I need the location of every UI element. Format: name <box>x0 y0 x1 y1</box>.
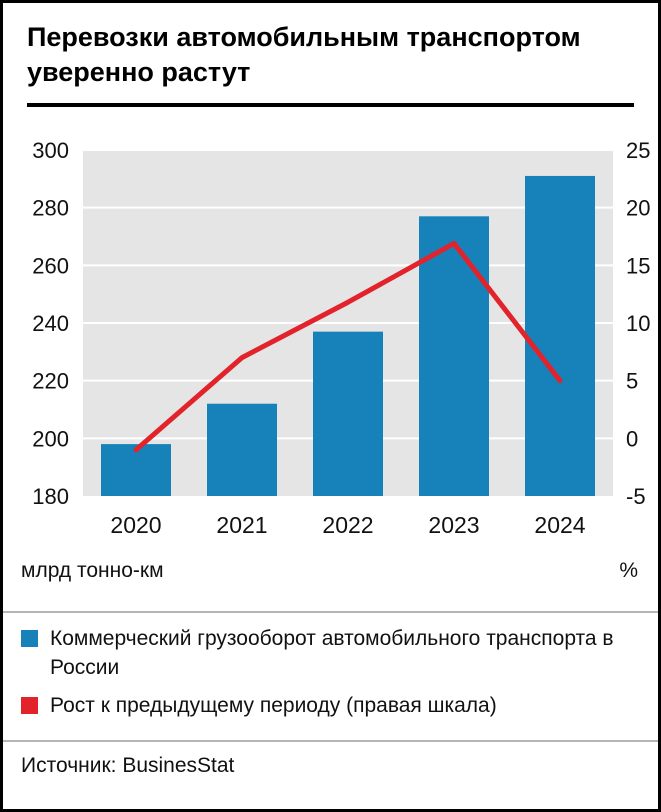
axis-units-row: млрд тонно-км % <box>3 559 658 583</box>
bar-series-swatch <box>21 630 38 648</box>
left-tick-label: 200 <box>32 427 69 452</box>
left-tick-label: 260 <box>32 254 69 279</box>
title-rule <box>27 103 634 108</box>
line-series-swatch <box>21 696 38 714</box>
left-axis-unit: млрд тонно-км <box>21 559 164 583</box>
left-tick-label: 180 <box>32 484 69 509</box>
right-tick-label: 20 <box>626 196 650 221</box>
source-divider <box>3 740 658 743</box>
bar <box>419 216 489 497</box>
right-tick-label: 10 <box>626 311 650 336</box>
bar-series-label: Коммерческий грузооборот автомобильного … <box>50 627 614 679</box>
right-tick-label: 25 <box>626 138 650 163</box>
right-tick-label: 0 <box>626 427 638 452</box>
x-tick-label: 2023 <box>428 512 479 538</box>
legend-item-line: Рост к предыдущему периоду (правая шкала… <box>21 692 640 720</box>
right-tick-label: 5 <box>626 369 638 394</box>
left-tick-label: 240 <box>32 311 69 336</box>
page-title: Перевозки автомобильным транспортом увер… <box>27 22 581 88</box>
bar <box>207 403 277 497</box>
right-tick-label: -5 <box>626 484 646 509</box>
x-tick-label: 2024 <box>534 512 585 538</box>
legend-item-bars: Коммерческий грузооборот автомобильного … <box>21 625 640 682</box>
chart-area: 180 200 220 240 260 280 300 -5 0 5 10 15 20 25 2020 202… <box>3 123 658 553</box>
left-tick-label: 220 <box>32 369 69 394</box>
x-tick-label: 2021 <box>216 512 267 538</box>
header: Перевозки автомобильным транспортом увер… <box>3 3 658 108</box>
bar <box>313 331 383 497</box>
left-tick-label: 280 <box>32 196 69 221</box>
left-tick-label: 300 <box>32 138 69 163</box>
x-tick-label: 2022 <box>322 512 373 538</box>
source: Источник: BusinesStat <box>21 754 235 778</box>
legend-divider <box>3 611 658 614</box>
right-axis-unit: % <box>619 559 638 583</box>
legend: Коммерческий грузооборот автомобильного … <box>3 613 658 740</box>
growth-line <box>133 241 563 453</box>
right-tick-label: 15 <box>626 254 650 279</box>
x-tick-label: 2020 <box>110 512 161 538</box>
combo-chart: 180 200 220 240 260 280 300 -5 0 5 10 15 20 25 2020 202… <box>32 138 650 538</box>
bar <box>101 444 171 497</box>
line-series-label: Рост к предыдущему периоду (правая шкала… <box>50 693 497 717</box>
bar <box>525 176 595 497</box>
